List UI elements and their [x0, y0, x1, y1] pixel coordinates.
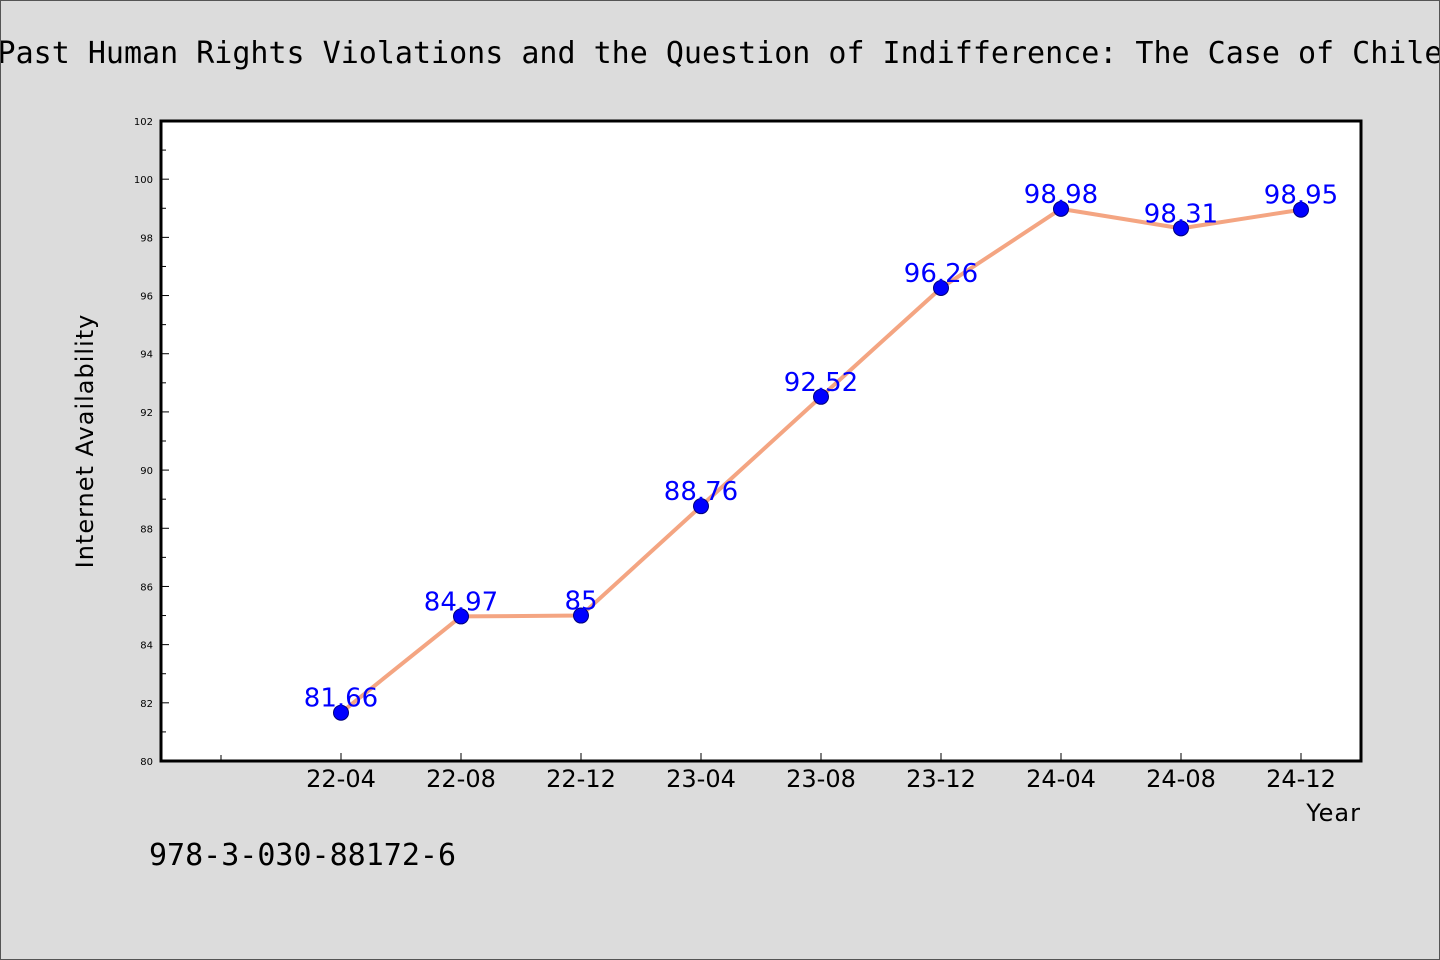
- data-label: 84.97: [424, 587, 498, 617]
- x-tick-label: 23-04: [666, 765, 736, 793]
- data-point: [933, 279, 949, 296]
- series-layer: 81.66 84.97 85 88.76 92.52 96.26 98.98 98.31 98.…: [304, 180, 1338, 721]
- y-tick-label: 98: [140, 233, 153, 244]
- data-label: 88.76: [664, 477, 738, 507]
- y-tick-label: 80: [140, 757, 153, 768]
- isbn-text: 978-3-030-88172-6: [149, 838, 456, 873]
- y-tick-label: 92: [140, 408, 153, 419]
- data-label: 98.31: [1144, 199, 1218, 229]
- y-tick-label: 100: [134, 175, 153, 186]
- y-tick-label: 86: [140, 582, 153, 593]
- data-point: [1173, 220, 1189, 237]
- data-point: [813, 388, 829, 405]
- plot-area: [159, 119, 1363, 763]
- data-point: [1293, 201, 1309, 218]
- data-point: [1053, 200, 1069, 217]
- data-label: 98.98: [1024, 180, 1098, 210]
- data-point: [573, 607, 589, 624]
- x-tick-label: 24-12: [1266, 765, 1336, 793]
- y-tick-label: 96: [140, 292, 153, 303]
- x-tick-label: 23-08: [786, 765, 856, 793]
- y-axis-label: Internet Availability: [71, 314, 99, 569]
- data-point: [693, 498, 709, 515]
- x-tick-label: 22-04: [306, 765, 376, 793]
- x-tick-label: 24-04: [1026, 765, 1096, 793]
- y-tick-label: 88: [140, 524, 153, 535]
- y-tick-label: 84: [140, 641, 153, 652]
- data-label: 92.52: [784, 368, 858, 398]
- data-point: [453, 608, 469, 625]
- data-label: 81.66: [304, 684, 378, 714]
- y-tick-label: 94: [140, 350, 153, 361]
- data-label: 85: [564, 587, 597, 617]
- data-label: 98.95: [1264, 181, 1338, 211]
- data-label: 96.26: [904, 259, 978, 289]
- y-tick-label: 102: [134, 117, 153, 128]
- x-tick-label: 22-08: [426, 765, 496, 793]
- x-axis: 22-04 22-08 22-12 23-04 23-08 23-12 24-04 24-08…: [220, 753, 1336, 793]
- chart-title: Past Human Rights Violations and the Que…: [1, 36, 1439, 71]
- x-tick-label: 22-12: [546, 765, 616, 793]
- y-tick-label: 90: [140, 466, 153, 477]
- x-axis-label: Year: [1305, 799, 1361, 827]
- y-axis: 80 82 84 86 88 90 92 94 96 98 100 102: [134, 117, 169, 768]
- x-tick-label: 24-08: [1146, 765, 1216, 793]
- x-tick-label: 23-12: [906, 765, 976, 793]
- data-point: [333, 704, 349, 721]
- y-tick-label: 82: [140, 699, 153, 710]
